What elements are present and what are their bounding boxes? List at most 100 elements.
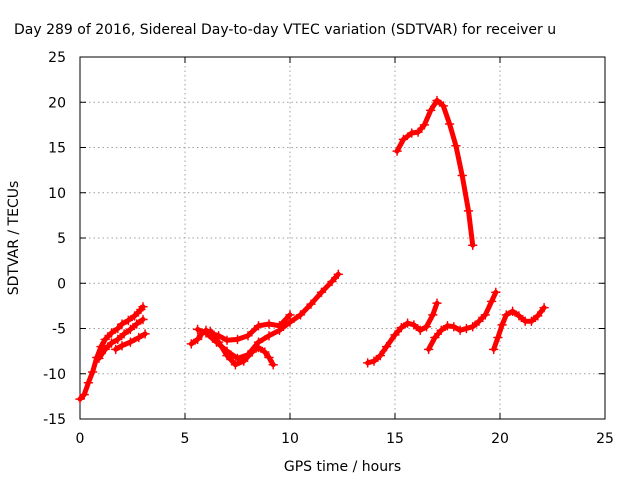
data-point [125,324,136,335]
data-point [392,146,402,156]
x-tick-label: 20 [491,431,509,447]
data-point [461,323,472,334]
data-series-2 [96,316,146,361]
grid-lines [80,57,605,419]
data-point [264,352,274,363]
data-series-6 [207,328,276,368]
data-series-group [75,95,549,404]
data-point [268,359,278,370]
data-point [421,321,432,332]
data-point [138,314,148,325]
x-tick-label: 15 [386,431,404,447]
data-point [100,334,110,345]
data-series-1 [77,304,146,402]
data-series-10 [394,97,476,248]
data-point [222,350,232,361]
data-point [260,347,270,357]
data-series-9 [491,305,547,352]
x-tick-label: 5 [181,431,190,447]
x-tick-label: 25 [596,431,614,447]
data-point [375,350,386,361]
y-tick-label: -15 [43,412,66,428]
y-tick-label: 25 [48,50,66,66]
x-tick-label: 0 [76,431,85,447]
data-point [413,127,423,137]
data-point [232,334,243,345]
data-point [474,316,484,327]
x-tick-label: 10 [281,431,299,447]
data-point [110,344,121,355]
data-point [285,317,295,327]
data-point [486,296,497,307]
data-point [113,323,123,334]
data-point [467,321,478,332]
data-point [463,206,474,216]
data-point [125,337,136,347]
data-point [423,344,434,355]
y-tick-label: 0 [57,276,66,292]
data-point [192,334,203,345]
data-point [415,325,425,336]
data-point [539,302,549,313]
data-point [507,306,518,317]
data-point [514,311,524,321]
data-point [362,358,373,368]
data-point [106,338,117,348]
data-point [398,134,409,145]
data-point [533,311,543,321]
data-point [493,332,503,343]
data-point [75,394,85,404]
data-point [243,330,253,341]
data-point [94,353,104,364]
data-point [264,319,274,329]
data-point [438,101,449,111]
data-point [117,340,127,351]
data-point [192,324,203,335]
x-axis-label: GPS time / hours [284,459,401,475]
y-tick-label: -10 [43,367,66,383]
data-point [402,318,413,328]
data-point [467,240,478,250]
data-point [264,330,274,341]
y-axis: -15 -10 -5 0 5 10 15 20 25 [43,50,605,428]
data-series-8 [426,289,499,352]
data-point [432,95,442,106]
data-point [436,325,446,336]
data-point [390,330,400,340]
data-point [222,335,232,346]
data-point [274,325,285,336]
data-point [428,310,438,320]
data-series-7 [365,300,440,366]
data-point [501,310,512,320]
data-point [488,344,499,355]
data-point [117,319,127,329]
data-point [119,329,129,339]
data-point [480,310,491,320]
data-point [123,315,134,326]
data-point [451,140,461,151]
data-point [442,321,453,331]
data-point [526,316,537,327]
data-point [87,367,98,377]
data-point [444,119,455,129]
y-tick-label: 10 [48,186,66,202]
data-point [369,356,379,366]
data-point [409,320,419,330]
y-axis-label: SDTVAR / TECUs [6,181,22,296]
y-tick-label: 20 [48,95,66,111]
data-point [113,334,123,345]
data-point [306,299,316,309]
data-point [455,325,465,336]
data-point [239,356,249,366]
data-point [316,287,327,298]
data-point [140,329,150,339]
data-point [213,337,224,347]
y-tick-label: 15 [48,141,66,157]
data-point [430,332,440,343]
data-point [253,321,264,331]
data-point [232,353,243,364]
data-point [230,359,241,370]
y-tick-label: -5 [52,322,66,338]
data-point [425,105,436,116]
